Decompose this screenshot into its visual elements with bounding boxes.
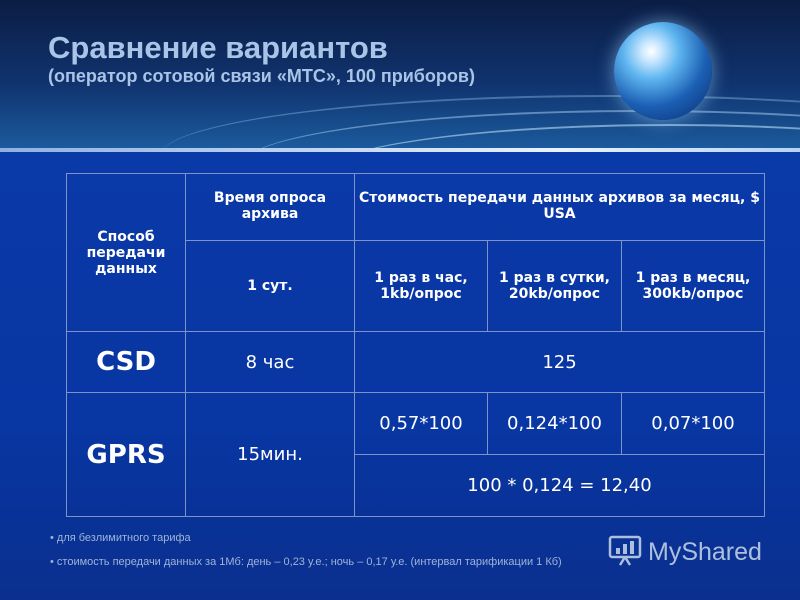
row-cost-monthly: 0,07*100 (621, 392, 765, 455)
table-row: 100 * 0,124 = 12,40 (67, 454, 765, 517)
row-poll-time: 15мин. (185, 392, 355, 517)
row-method: CSD (66, 331, 186, 393)
row-method: GPRS (66, 392, 186, 517)
table-row: GPRS 15мин. 0,57*100 0,124*100 0,07*100 (66, 392, 765, 517)
watermark-text: MyShared (648, 537, 762, 566)
header-cost: Стоимость передачи данных архивов за мес… (354, 173, 765, 241)
slide-subtitle: (оператор сотовой связи «МТС», 100 прибо… (48, 66, 475, 86)
subheader-day: 1 сут. (185, 240, 355, 332)
row-cost-hourly: 0,57*100 (354, 392, 488, 455)
presentation-board-icon (608, 533, 642, 571)
footnote: • для безлимитного тарифа (50, 532, 191, 544)
header-poll-time: Время опроса архива (185, 173, 355, 241)
row-cost-summary: 100 * 0,124 = 12,40 (354, 454, 765, 517)
table-row: CSD 8 час 125 (66, 331, 765, 393)
header-divider (0, 148, 800, 152)
footnote: • стоимость передачи данных за 1Мб: день… (50, 556, 562, 568)
subheader-monthly: 1 раз в месяц, 300kb/опрос (621, 240, 765, 332)
row-poll-time: 8 час (185, 331, 355, 393)
water-drop-icon (614, 22, 712, 120)
subheader-daily: 1 раз в сутки, 20kb/опрос (487, 240, 622, 332)
row-cost-daily: 0,124*100 (487, 392, 622, 455)
row-cost: 125 (354, 331, 765, 393)
comparison-table: Способ передачи данных Время опроса архи… (66, 173, 765, 517)
slide-header (0, 0, 800, 152)
subheader-hourly: 1 раз в час, 1kb/опрос (354, 240, 488, 332)
watermark: MyShared (608, 534, 762, 570)
header-method: Способ передачи данных (66, 173, 186, 332)
slide-title: Сравнение вариантов (48, 30, 388, 65)
